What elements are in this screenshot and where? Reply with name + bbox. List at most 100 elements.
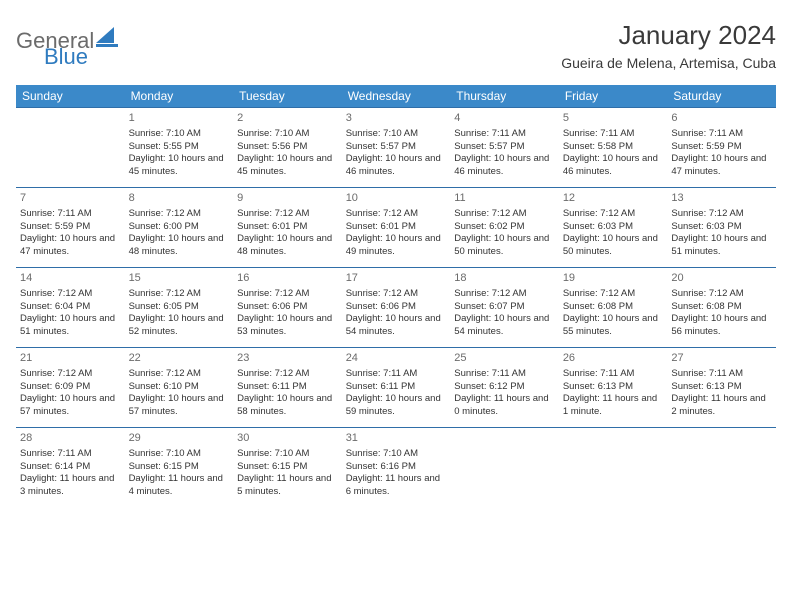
sunset-line: Sunset: 6:03 PM xyxy=(671,221,772,234)
daylight-line: Daylight: 10 hours and 52 minutes. xyxy=(129,313,230,339)
day-number: 23 xyxy=(237,351,338,366)
day-header-row: SundayMondayTuesdayWednesdayThursdayFrid… xyxy=(16,85,776,108)
sunset-line: Sunset: 6:13 PM xyxy=(563,381,664,394)
day-number: 11 xyxy=(454,191,555,206)
day-number: 2 xyxy=(237,111,338,126)
sunset-line: Sunset: 6:12 PM xyxy=(454,381,555,394)
sunset-line: Sunset: 6:00 PM xyxy=(129,221,230,234)
calendar-cell: 14Sunrise: 7:12 AMSunset: 6:04 PMDayligh… xyxy=(16,268,125,348)
day-number: 18 xyxy=(454,271,555,286)
calendar-cell: 1Sunrise: 7:10 AMSunset: 5:55 PMDaylight… xyxy=(125,108,234,188)
daylight-line: Daylight: 11 hours and 6 minutes. xyxy=(346,473,447,499)
sunset-line: Sunset: 6:03 PM xyxy=(563,221,664,234)
daylight-line: Daylight: 10 hours and 50 minutes. xyxy=(563,233,664,259)
sunrise-line: Sunrise: 7:12 AM xyxy=(346,288,447,301)
calendar-cell: 2Sunrise: 7:10 AMSunset: 5:56 PMDaylight… xyxy=(233,108,342,188)
calendar-cell: 26Sunrise: 7:11 AMSunset: 6:13 PMDayligh… xyxy=(559,348,668,428)
sunrise-line: Sunrise: 7:12 AM xyxy=(20,368,121,381)
day-header: Sunday xyxy=(16,85,125,108)
calendar-cell: 6Sunrise: 7:11 AMSunset: 5:59 PMDaylight… xyxy=(667,108,776,188)
sunrise-line: Sunrise: 7:10 AM xyxy=(346,128,447,141)
sunrise-line: Sunrise: 7:12 AM xyxy=(129,208,230,221)
sunset-line: Sunset: 6:13 PM xyxy=(671,381,772,394)
calendar-cell: 27 Sunrise: 7:11 AMSunset: 6:13 PMDayligh… xyxy=(667,348,776,428)
sunrise-line: Sunrise: 7:12 AM xyxy=(129,368,230,381)
daylight-line: Daylight: 10 hours and 50 minutes. xyxy=(454,233,555,259)
day-number: 21 xyxy=(20,351,121,366)
sunrise-line: Sunrise: 7:10 AM xyxy=(129,448,230,461)
calendar-cell xyxy=(16,108,125,188)
day-number: 10 xyxy=(346,191,447,206)
sunset-line: Sunset: 5:59 PM xyxy=(20,221,121,234)
logo-word2-wrap: Blue xyxy=(44,44,88,70)
sunset-line: Sunset: 6:08 PM xyxy=(563,301,664,314)
day-number: 28 xyxy=(20,431,121,446)
sunrise-line: Sunrise: 7:10 AM xyxy=(346,448,447,461)
calendar-cell: 5Sunrise: 7:11 AMSunset: 5:58 PMDaylight… xyxy=(559,108,668,188)
sunrise-line: Sunrise: 7:12 AM xyxy=(129,288,230,301)
sunrise-line: Sunrise: 7:12 AM xyxy=(671,208,772,221)
daylight-line: Daylight: 11 hours and 2 minutes. xyxy=(671,393,772,419)
sunset-line: Sunset: 6:10 PM xyxy=(129,381,230,394)
sunset-line: Sunset: 6:01 PM xyxy=(237,221,338,234)
day-number: 27 xyxy=(671,351,772,366)
calendar-cell: 31Sunrise: 7:10 AMSunset: 6:16 PMDayligh… xyxy=(342,428,451,508)
sunrise-line: Sunrise: 7:11 AM xyxy=(20,208,121,221)
sunrise-line: Sunrise: 7:12 AM xyxy=(237,208,338,221)
calendar-cell xyxy=(667,428,776,508)
sunset-line: Sunset: 6:08 PM xyxy=(671,301,772,314)
sunrise-line: Sunrise: 7:11 AM xyxy=(563,128,664,141)
calendar-cell: 22Sunrise: 7:12 AMSunset: 6:10 PMDayligh… xyxy=(125,348,234,428)
calendar-cell: 4Sunrise: 7:11 AMSunset: 5:57 PMDaylight… xyxy=(450,108,559,188)
day-number: 25 xyxy=(454,351,555,366)
sunrise-line: Sunrise: 7:12 AM xyxy=(20,288,121,301)
sunset-line: Sunset: 6:15 PM xyxy=(129,461,230,474)
sunset-line: Sunset: 5:55 PM xyxy=(129,141,230,154)
sunset-line: Sunset: 6:04 PM xyxy=(20,301,121,314)
calendar-page: General January 2024 Gueira de Melena, A… xyxy=(0,0,792,518)
month-title: January 2024 xyxy=(561,20,776,51)
day-number: 7 xyxy=(20,191,121,206)
daylight-line: Daylight: 10 hours and 59 minutes. xyxy=(346,393,447,419)
sunset-line: Sunset: 5:57 PM xyxy=(346,141,447,154)
day-header: Wednesday xyxy=(342,85,451,108)
day-number: 1 xyxy=(129,111,230,126)
sunrise-line: Sunrise: 7:12 AM xyxy=(237,288,338,301)
daylight-line: Daylight: 10 hours and 49 minutes. xyxy=(346,233,447,259)
daylight-line: Daylight: 10 hours and 47 minutes. xyxy=(671,153,772,179)
calendar-cell: 24Sunrise: 7:11 AMSunset: 6:11 PMDayligh… xyxy=(342,348,451,428)
daylight-line: Daylight: 10 hours and 46 minutes. xyxy=(563,153,664,179)
header: General January 2024 Gueira de Melena, A… xyxy=(16,20,776,71)
sunset-line: Sunset: 6:11 PM xyxy=(346,381,447,394)
day-number: 31 xyxy=(346,431,447,446)
sunrise-line: Sunrise: 7:12 AM xyxy=(454,208,555,221)
sunset-line: Sunset: 6:11 PM xyxy=(237,381,338,394)
daylight-line: Daylight: 10 hours and 45 minutes. xyxy=(237,153,338,179)
day-number: 22 xyxy=(129,351,230,366)
sunrise-line: Sunrise: 7:11 AM xyxy=(671,368,772,381)
sunrise-line: Sunrise: 7:12 AM xyxy=(454,288,555,301)
day-number: 6 xyxy=(671,111,772,126)
sunset-line: Sunset: 5:58 PM xyxy=(563,141,664,154)
calendar-cell: 15Sunrise: 7:12 AMSunset: 6:05 PMDayligh… xyxy=(125,268,234,348)
day-header: Thursday xyxy=(450,85,559,108)
daylight-line: Daylight: 10 hours and 48 minutes. xyxy=(129,233,230,259)
sunrise-line: Sunrise: 7:11 AM xyxy=(454,128,555,141)
calendar-week-row: 1 Sunrise: 7:10 AM Sunset: 5:55 PM Daylight… xyxy=(16,108,776,188)
day-number: 4 xyxy=(454,111,555,126)
calendar-cell: 30Sunrise: 7:10 AMSunset: 6:15 PMDayligh… xyxy=(233,428,342,508)
day-number: 24 xyxy=(346,351,447,366)
title-block: January 2024 Gueira de Melena, Artemisa,… xyxy=(561,20,776,71)
day-header: Friday xyxy=(559,85,668,108)
calendar-cell: 9Sunrise: 7:12 AMSunset: 6:01 PMDaylight… xyxy=(233,188,342,268)
daylight-line: Daylight: 11 hours and 1 minute. xyxy=(563,393,664,419)
sunrise-line: Sunrise: 7:12 AM xyxy=(563,288,664,301)
sunrise-line: Sunrise: 7:12 AM xyxy=(346,208,447,221)
sunrise-line: Sunrise: 7:12 AM xyxy=(563,208,664,221)
calendar-cell: 25Sunrise: 7:11 AMSunset: 6:12 PMDayligh… xyxy=(450,348,559,428)
day-header: Tuesday xyxy=(233,85,342,108)
day-number: 16 xyxy=(237,271,338,286)
calendar-week-row: 21Sunrise: 7:12 AMSunset: 6:09 PMDayligh… xyxy=(16,348,776,428)
daylight-line: Daylight: 10 hours and 46 minutes. xyxy=(346,153,447,179)
day-number: 17 xyxy=(346,271,447,286)
